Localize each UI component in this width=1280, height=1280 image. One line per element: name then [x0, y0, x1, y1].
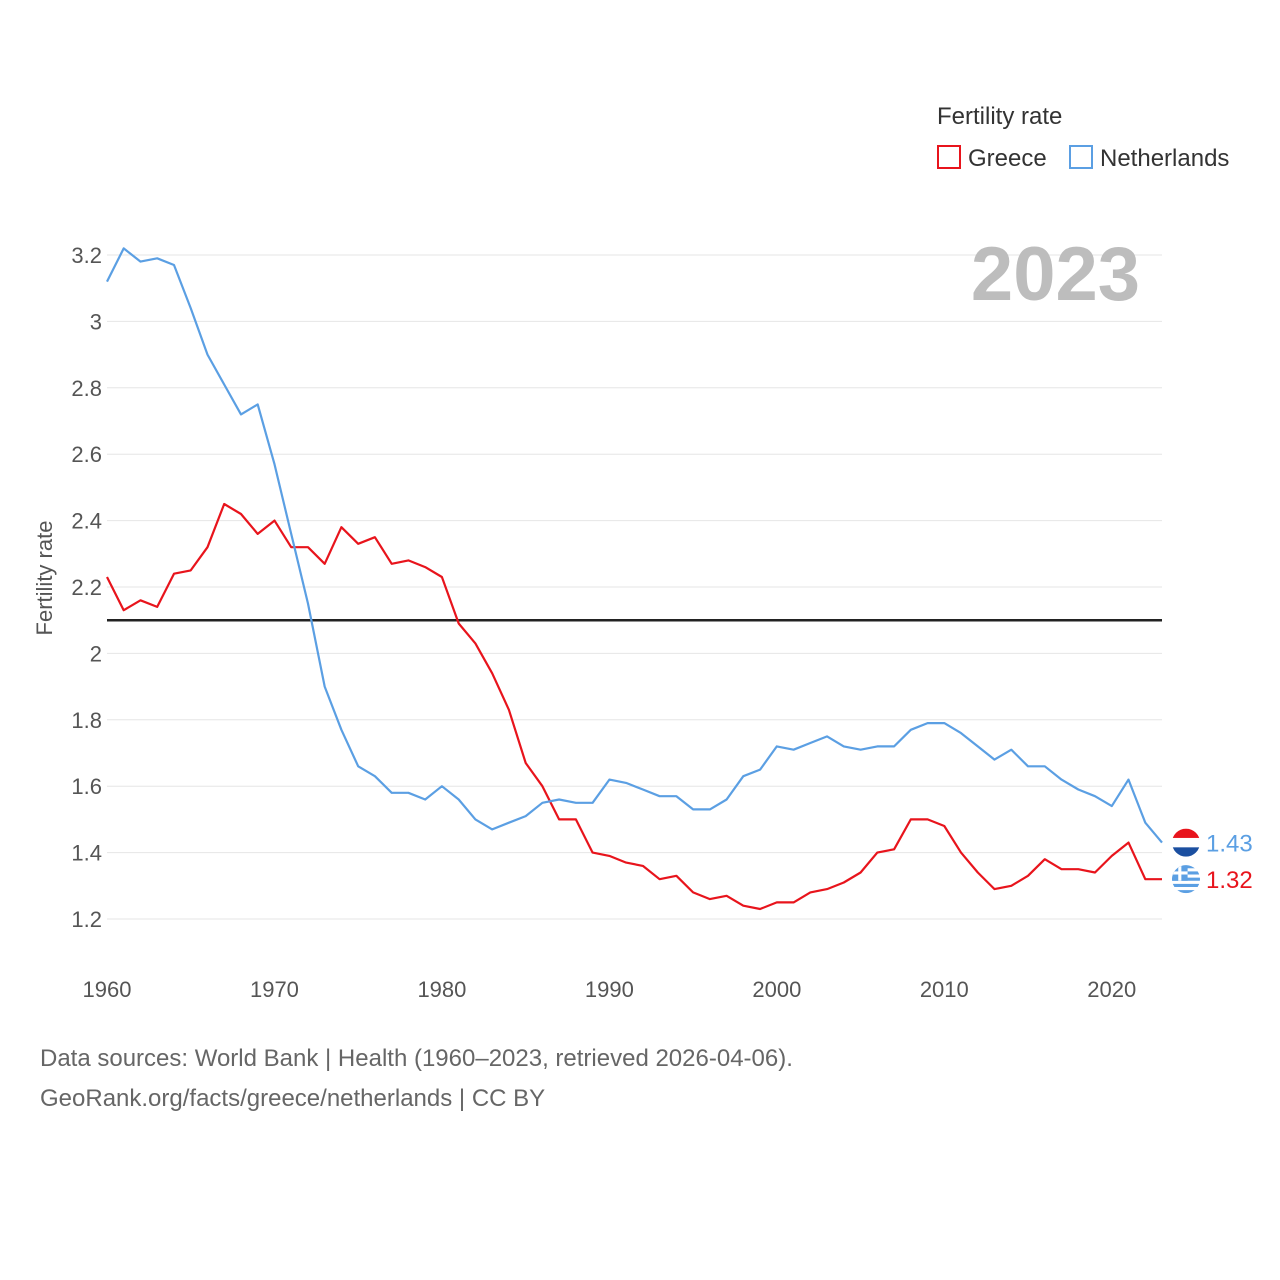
end-value-netherlands: 1.43 — [1206, 831, 1253, 858]
netherlands-flag-icon — [1172, 828, 1200, 857]
legend-label-greece[interactable]: Greece — [968, 145, 1047, 172]
x-tick-label: 2000 — [752, 977, 801, 1002]
y-tick-label: 2.4 — [71, 509, 102, 534]
x-tick-label: 1960 — [83, 977, 132, 1002]
legend-title: Fertility rate — [937, 103, 1062, 130]
end-value-greece: 1.32 — [1206, 867, 1253, 894]
y-tick-label: 2.2 — [71, 575, 102, 600]
y-tick-label: 2.8 — [71, 376, 102, 401]
legend-label-netherlands[interactable]: Netherlands — [1100, 145, 1229, 172]
x-tick-label: 1980 — [417, 977, 466, 1002]
x-tick-label: 1990 — [585, 977, 634, 1002]
y-tick-label: 1.8 — [71, 708, 102, 733]
y-axis-ticks: 1.2 1.4 1.6 1.8 2 2.2 2.4 2.6 2.8 3 3.2 — [71, 243, 102, 932]
x-tick-label: 1970 — [250, 977, 299, 1002]
data-source-note: Data sources: World Bank | Health (1960–… — [40, 1045, 793, 1072]
year-label: 2023 — [971, 232, 1140, 317]
legend-swatch-greece[interactable] — [937, 145, 961, 169]
y-tick-label: 2 — [90, 641, 102, 666]
source-link[interactable]: GeoRank.org/facts/greece/netherlands | C… — [40, 1085, 546, 1112]
x-axis-ticks: 1960 1970 1980 1990 2000 2010 2020 — [83, 977, 1137, 1002]
y-tick-label: 3.2 — [71, 243, 102, 268]
series-line-greece[interactable] — [106, 502, 1162, 911]
y-tick-label: 1.2 — [71, 907, 102, 932]
y-tick-label: 1.6 — [71, 774, 102, 799]
x-tick-label: 2010 — [920, 977, 969, 1002]
legend-swatch-netherlands[interactable] — [1069, 145, 1093, 169]
y-tick-label: 2.6 — [71, 442, 102, 467]
end-labels: 1.43 1.32 — [1172, 828, 1253, 894]
x-tick-label: 2020 — [1087, 977, 1136, 1002]
legend: Fertility rate Greece Netherlands — [937, 103, 1229, 172]
series-line-netherlands[interactable] — [106, 247, 1163, 844]
y-tick-label: 3 — [90, 309, 102, 334]
y-tick-label: 1.4 — [71, 841, 102, 866]
grid-layer — [107, 254, 1162, 920]
y-axis-label: Fertility rate — [32, 521, 57, 636]
greece-flag-icon — [1172, 865, 1200, 894]
series-layer — [106, 247, 1163, 911]
